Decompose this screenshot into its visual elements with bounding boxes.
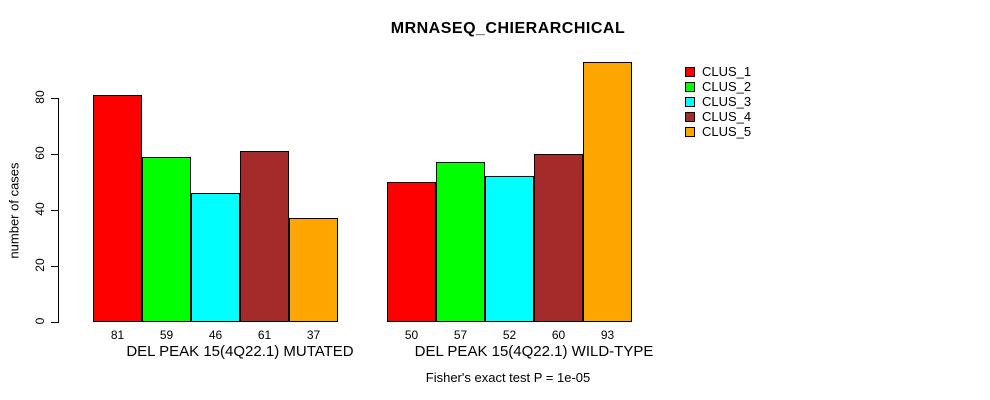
y-axis-line (58, 98, 59, 323)
bar-value-label: 61 (257, 328, 272, 342)
y-axis-tick-label: 60 (33, 146, 47, 160)
bar-value-label: 93 (600, 328, 615, 342)
bar-clus_2-group1 (142, 156, 191, 322)
bar-clus_1-group2 (387, 182, 436, 322)
legend-swatch-clus_1 (685, 66, 695, 77)
bar-value-label: 46 (208, 328, 223, 342)
bar-value-label: 81 (110, 328, 125, 342)
fisher-test-annotation: Fisher's exact test P = 1e-05 (425, 370, 591, 385)
chart-title: MRNASEQ_CHIERARCHICAL (390, 20, 626, 37)
legend-item-clus_5: CLUS_5 (685, 124, 751, 139)
bar-value-label: 37 (306, 328, 321, 342)
legend-label: CLUS_5 (702, 124, 752, 139)
bar-value-label: 52 (502, 328, 517, 342)
legend-item-clus_2: CLUS_2 (685, 79, 751, 94)
y-axis-tick (51, 322, 58, 323)
y-axis-tick-label: 0 (33, 317, 47, 325)
y-axis-tick-label: 80 (33, 90, 47, 104)
bar-value-label: 59 (159, 328, 174, 342)
bar-clus_4-group2 (534, 154, 583, 322)
legend-item-clus_3: CLUS_3 (685, 94, 751, 109)
bar-clus_3-group2 (485, 176, 534, 322)
bar-clus_5-group1 (289, 218, 338, 322)
bar-value-label: 57 (453, 328, 468, 342)
y-axis-tick-label: 20 (33, 258, 47, 272)
legend-swatch-clus_5 (685, 126, 695, 137)
legend-label: CLUS_4 (702, 109, 752, 124)
bar-value-label: 60 (551, 328, 566, 342)
legend-item-clus_1: CLUS_1 (685, 64, 751, 79)
bar-clus_2-group2 (436, 162, 485, 322)
legend-item-clus_4: CLUS_4 (685, 109, 751, 124)
bar-clus_1-group1 (93, 95, 142, 322)
y-axis-tick-label: 40 (33, 202, 47, 216)
legend-swatch-clus_4 (685, 111, 695, 122)
category-label: DEL PEAK 15(4Q22.1) MUTATED (126, 343, 354, 360)
bar-clus_3-group1 (191, 193, 240, 322)
bar-value-label: 50 (404, 328, 419, 342)
category-label: DEL PEAK 15(4Q22.1) WILD-TYPE (414, 343, 654, 360)
y-axis-tick (51, 154, 58, 155)
y-axis-tick (51, 98, 58, 99)
legend-swatch-clus_3 (685, 96, 695, 107)
legend: CLUS_1 CLUS_2 CLUS_3 CLUS_4 CLUS_5 (685, 64, 751, 139)
legend-label: CLUS_1 (702, 64, 752, 79)
y-axis-tick (51, 266, 58, 267)
legend-label: CLUS_2 (702, 79, 752, 94)
y-axis-tick (51, 210, 58, 211)
legend-label: CLUS_3 (702, 94, 752, 109)
bar-clus_4-group1 (240, 151, 289, 322)
y-axis-label: number of cases (6, 162, 22, 259)
bar-clus_5-group2 (583, 61, 632, 322)
legend-swatch-clus_2 (685, 81, 695, 92)
